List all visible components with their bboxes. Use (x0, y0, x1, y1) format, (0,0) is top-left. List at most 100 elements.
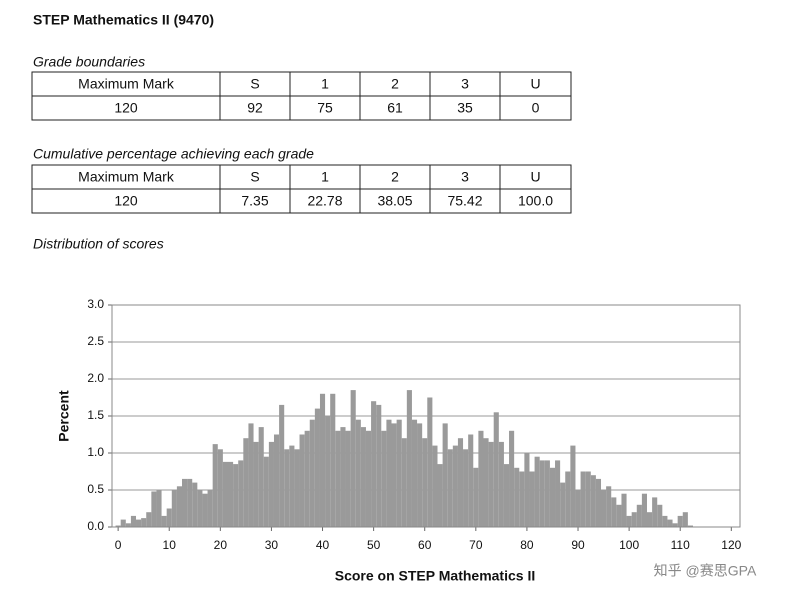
histogram-bar (146, 512, 152, 527)
histogram-bar (488, 441, 494, 527)
histogram-bar (120, 519, 126, 527)
y-tick-label: 3.0 (87, 297, 104, 311)
x-tick-label: 80 (520, 538, 534, 552)
histogram-bar (519, 471, 525, 527)
y-tick-label: 0.5 (87, 482, 104, 496)
histogram-bar (125, 523, 131, 527)
histogram-bar (151, 491, 157, 527)
y-tick-label: 1.5 (87, 408, 104, 422)
histogram-bar (427, 397, 433, 527)
x-tick-label: 10 (163, 538, 177, 552)
table-header-cell: 1 (321, 169, 329, 185)
histogram-bar (187, 478, 193, 527)
histogram-bar (565, 471, 571, 527)
histogram-bar (606, 486, 612, 527)
histogram-bar (616, 504, 622, 527)
histogram-bar (171, 490, 177, 527)
table-cell: 7.35 (241, 193, 268, 209)
histogram-bar (222, 461, 228, 527)
histogram-bar (534, 456, 540, 527)
histogram-bar (243, 438, 249, 527)
histogram-bar (641, 493, 648, 527)
histogram-bar (549, 467, 556, 527)
histogram-bar (493, 412, 499, 527)
histogram-bar (202, 493, 208, 527)
histogram-bar (611, 497, 617, 527)
histogram-bar (263, 456, 269, 527)
y-axis-title: Percent (56, 390, 72, 442)
histogram-bar (217, 449, 223, 527)
histogram-bar (657, 504, 663, 527)
chart-caption: Distribution of scores (33, 236, 164, 252)
histogram-bar (289, 445, 295, 527)
table-cell: 61 (387, 100, 403, 116)
table-header-cell: Maximum Mark (78, 169, 175, 185)
x-tick-label: 90 (571, 538, 585, 552)
histogram-bar (682, 512, 688, 527)
histogram-bar (442, 423, 448, 527)
histogram-bar (115, 525, 121, 527)
histogram-bar (212, 444, 218, 527)
x-tick-label: 100 (619, 538, 639, 552)
histogram-bar (248, 423, 254, 527)
table-caption: Grade boundaries (33, 54, 145, 70)
histogram-bar (141, 518, 147, 527)
histogram-bar (406, 390, 412, 527)
histogram-bar (590, 475, 596, 527)
histogram-bar (371, 401, 377, 527)
table-header-cell: 2 (391, 169, 399, 185)
histogram-bar (345, 430, 351, 527)
histogram-bar (182, 478, 188, 527)
histogram-bar (417, 423, 423, 527)
table-cell: 35 (457, 100, 473, 116)
histogram-bar (503, 464, 510, 527)
histogram-bar (473, 467, 479, 527)
table-cell: 92 (247, 100, 263, 116)
histogram-bar (544, 460, 550, 527)
histogram-bar (294, 449, 300, 527)
y-tick-label: 0.0 (87, 519, 104, 533)
table-cell: 22.78 (307, 193, 342, 209)
y-tick-label: 2.0 (87, 371, 104, 385)
histogram-bar (197, 490, 203, 527)
x-tick-label: 60 (418, 538, 432, 552)
histogram-bar (161, 515, 167, 527)
histogram-bar (136, 519, 142, 527)
table-cell: 120 (114, 100, 138, 116)
histogram-bar (524, 453, 530, 527)
histogram-bar (585, 471, 591, 527)
watermark: 知乎 @赛思GPA (654, 563, 757, 579)
x-tick-label: 50 (367, 538, 381, 552)
histogram-bar (514, 467, 520, 527)
x-tick-label: 70 (469, 538, 483, 552)
histogram-bar (325, 416, 331, 527)
histogram-bar (601, 490, 607, 527)
histogram-bar (319, 393, 326, 527)
histogram-bar (360, 427, 366, 527)
histogram-bar (284, 449, 290, 527)
y-tick-label: 1.0 (87, 445, 104, 459)
histogram-bar (457, 438, 464, 527)
table-header-cell: S (250, 169, 259, 185)
histogram-bar (396, 419, 402, 527)
histogram-bar (667, 519, 673, 527)
table-cell: 75 (317, 100, 333, 116)
x-tick-label: 0 (115, 538, 122, 552)
histogram-bar (498, 441, 504, 527)
histogram-bar (238, 460, 244, 527)
table-header-cell: Maximum Mark (78, 76, 175, 92)
histogram-bar (621, 493, 627, 527)
table-header-cell: 3 (461, 76, 469, 92)
histogram-bar (595, 478, 602, 527)
histogram-bar (570, 445, 576, 527)
histogram-bar (529, 471, 535, 527)
histogram-bar (509, 430, 515, 527)
plot-frame (111, 304, 741, 528)
histogram-bar (192, 482, 198, 527)
histogram-bar (580, 471, 586, 527)
histogram-bar (626, 515, 632, 527)
histogram-bar (268, 441, 274, 527)
histogram-bar (452, 445, 458, 527)
histogram-bar (636, 504, 642, 527)
table-cell: 100.0 (518, 193, 553, 209)
